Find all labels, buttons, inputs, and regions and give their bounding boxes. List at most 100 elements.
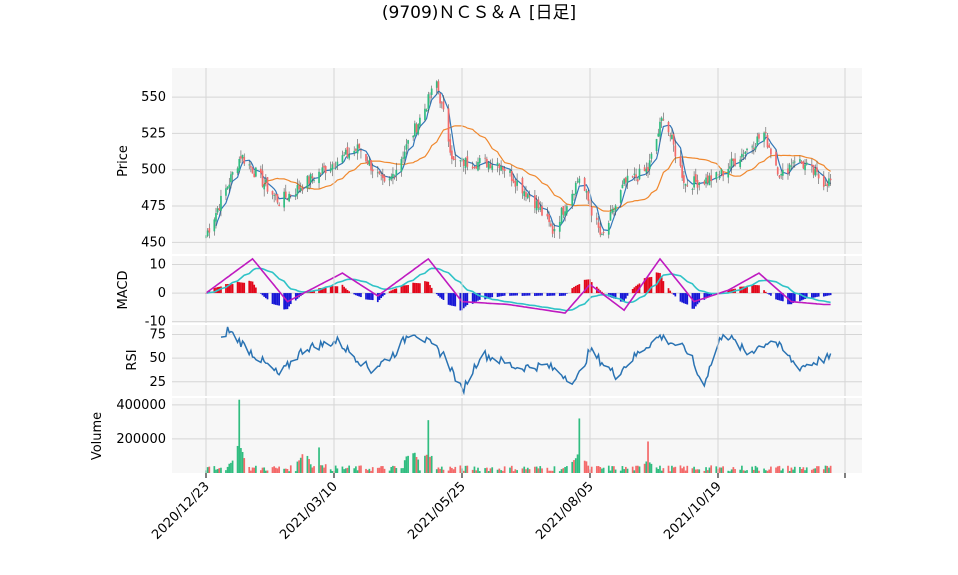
volume-bar: [657, 469, 660, 473]
volume-bar: [756, 467, 759, 473]
macd-hist-bar: [674, 293, 677, 297]
price-tick-label: 500: [141, 163, 166, 178]
candle: [799, 155, 801, 163]
x-tick-label: 2021/05/25: [405, 479, 469, 543]
volume-bar: [562, 468, 565, 473]
x-tick-label: 2021/03/10: [277, 479, 341, 543]
candle: [274, 193, 277, 201]
volume-bar: [521, 468, 524, 473]
macd-hist-bar: [355, 293, 357, 296]
volume-bar: [402, 468, 404, 473]
macd-hist-bar: [706, 293, 709, 298]
volume-bar: [308, 458, 310, 473]
macd-hist-bar: [371, 293, 374, 301]
candle: [583, 176, 586, 192]
macd-hist-bar: [562, 293, 565, 296]
volume-bar: [576, 454, 579, 473]
volume-bar: [648, 462, 651, 473]
volume-bar: [817, 466, 820, 473]
macd-hist-bar: [388, 291, 391, 294]
macd-hist-bar: [780, 293, 782, 301]
macd-hist-bar: [793, 293, 796, 302]
macd-hist-bar: [583, 279, 586, 294]
macd-hist-bar: [812, 293, 815, 298]
macd-hist-bar: [671, 292, 673, 294]
macd-hist-bar: [514, 293, 517, 296]
macd-hist-bar: [782, 293, 784, 302]
macd-hist-bar: [546, 293, 549, 296]
macd-hist-bar: [370, 293, 372, 300]
candle: [473, 165, 476, 169]
volume-bar: [626, 468, 629, 473]
rsi-tick-label: 75: [149, 327, 166, 342]
volume-bar: [324, 464, 327, 473]
candle: [650, 152, 653, 163]
macd-hist-bar: [826, 293, 829, 296]
macd-hist-bar: [764, 291, 767, 294]
volume-bar: [590, 466, 593, 473]
volume-bar: [226, 466, 229, 473]
candle: [451, 145, 453, 165]
candle: [253, 170, 256, 178]
candle: [609, 205, 612, 221]
macd-hist-bar: [708, 293, 711, 297]
candle: [309, 172, 312, 188]
macd-hist-bar: [451, 293, 453, 306]
volume-bar: [319, 465, 322, 473]
price-tick-label: 550: [141, 90, 166, 105]
volume-bar: [514, 469, 517, 473]
volume-bar: [763, 468, 765, 473]
volume-bar: [693, 466, 695, 473]
volume-bar: [602, 467, 605, 473]
macd-hist-bar: [811, 293, 813, 299]
volume-bar: [727, 470, 730, 473]
volume-bar: [250, 470, 252, 473]
macd-hist-bar: [633, 287, 636, 294]
candle: [619, 189, 622, 208]
macd-hist-bar: [440, 293, 443, 299]
volume-bar: [299, 457, 302, 473]
volume-bar: [558, 471, 561, 473]
volume-bar: [758, 470, 760, 473]
candle: [475, 161, 478, 169]
macd-hist-bar: [770, 293, 772, 296]
macd-hist-bar: [814, 293, 817, 298]
candle: [672, 132, 675, 152]
macd-hist-bar: [220, 286, 222, 294]
volume-bar: [792, 469, 794, 473]
volume-bar: [464, 465, 467, 473]
volume-bar: [371, 467, 374, 473]
macd-hist-bar: [590, 282, 593, 294]
macd-hist-bar: [323, 287, 325, 294]
candle: [566, 203, 568, 216]
macd-hist-bar: [510, 293, 513, 296]
volume-bar: [240, 448, 242, 473]
candle: [523, 188, 526, 201]
candle: [590, 199, 593, 223]
candle: [341, 150, 344, 164]
volume-bar: [329, 469, 332, 473]
volume-bar: [805, 467, 808, 473]
candle: [440, 101, 443, 109]
macd-hist-bar: [623, 293, 625, 302]
candle: [452, 156, 455, 161]
candle: [208, 223, 211, 239]
volume-bar: [489, 468, 492, 473]
volume-bar: [667, 465, 670, 473]
macd-hist-bar: [473, 293, 476, 303]
macd-hist-bar: [613, 293, 615, 299]
candle: [271, 190, 274, 200]
candle: [597, 215, 600, 233]
volume-bar: [255, 465, 257, 473]
candle: [311, 173, 314, 184]
volume-bar: [215, 469, 217, 473]
candle: [425, 108, 428, 112]
candle: [353, 146, 356, 157]
candle: [215, 207, 217, 229]
candle: [694, 168, 697, 184]
volume-bar: [216, 469, 219, 473]
candle: [684, 183, 687, 193]
macd-hist-bar: [368, 293, 371, 300]
volume-bar: [380, 466, 383, 473]
macd-hist-bar: [459, 293, 462, 311]
